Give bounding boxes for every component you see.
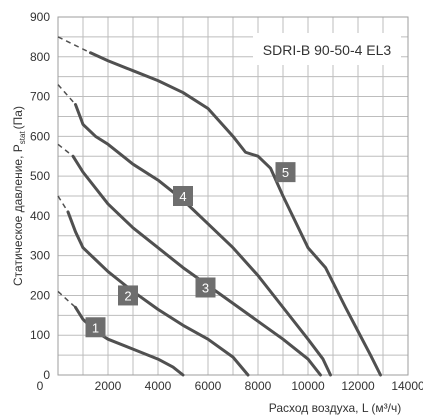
model-title-background	[253, 33, 401, 65]
x-tick-label: 4000	[145, 379, 172, 393]
y-tick-label: 600	[30, 129, 50, 143]
curve-badge-background	[85, 317, 106, 338]
curve-badge-label: 1	[92, 320, 99, 335]
y-tick-label: 100	[30, 328, 50, 342]
x-tick-label: 10000	[291, 379, 325, 393]
model-title: SDRI-B 90-50-4 EL3	[263, 42, 392, 58]
x-tick-label: 0	[37, 379, 44, 393]
curve-badge-background	[275, 162, 296, 183]
series-5-line	[89, 51, 382, 377]
x-tick-labels: 0 2000 4000 6000 8000 10000 12000 14000	[37, 379, 423, 393]
y-axis-title-sub: stat	[18, 131, 27, 145]
fan-curves	[57, 36, 382, 377]
curve-badge-background	[118, 285, 138, 306]
curve-badge-5: 5	[275, 162, 296, 183]
y-axis-title-unit: (Па)	[11, 106, 25, 129]
y-tick-label: 300	[30, 249, 50, 263]
y-tick-labels: 0 100 200 300 400 500 600 700 800 900	[30, 10, 50, 382]
series-2-dashed-line	[57, 195, 69, 213]
curve-badge-background	[173, 186, 193, 206]
y-axis-title-main: Статическое давление, P	[11, 144, 25, 286]
x-tick-label: 14000	[391, 379, 423, 393]
curve-badge-label: 3	[202, 280, 209, 295]
series-3-dashed-line	[57, 143, 74, 157]
curve-badges: 1 2 3 4 5	[85, 162, 296, 338]
series-3-line	[71, 154, 322, 377]
series-5-dashed-line	[57, 36, 91, 54]
model-title-box: SDRI-B 90-50-4 EL3	[253, 33, 401, 65]
curve-badge-1: 1	[85, 317, 106, 338]
x-tick-label: 2000	[95, 379, 122, 393]
x-tick-label: 12000	[341, 379, 375, 393]
x-tick-label: 8000	[245, 379, 272, 393]
y-tick-label: 200	[30, 288, 50, 302]
curve-badge-label: 5	[282, 165, 289, 180]
y-tick-label: 500	[30, 169, 50, 183]
curve-badge-label: 2	[124, 288, 131, 303]
y-tick-label: 400	[30, 209, 50, 223]
y-tick-label: 800	[30, 50, 50, 64]
curve-badge-background	[195, 277, 216, 298]
series-1-line	[74, 305, 185, 377]
curve-badge-4: 4	[173, 186, 193, 206]
y-axis-title: Статическое давление, Pstat (Па)	[11, 106, 27, 286]
grid	[58, 17, 408, 375]
series-4-dashed-line	[57, 84, 77, 106]
series-4-line	[74, 103, 332, 377]
x-tick-label: 6000	[195, 379, 222, 393]
series-1-dashed-line	[57, 290, 77, 308]
y-tick-label: 900	[30, 10, 50, 24]
y-tick-label: 700	[30, 90, 50, 104]
curve-badge-2: 2	[118, 285, 138, 306]
curve-badge-label: 4	[179, 189, 186, 204]
y-tick-label: 0	[43, 368, 50, 382]
x-axis-title: Расход воздуха, L (м³/ч)	[269, 401, 402, 415]
curve-badge-3: 3	[195, 277, 216, 298]
